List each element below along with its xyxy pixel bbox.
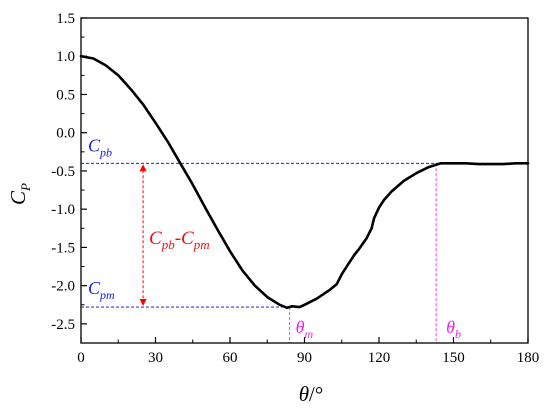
cp-curve (79, 54, 530, 310)
cpb-minus-cpm-label: Cpb-Cpm (149, 228, 210, 252)
arrowhead-down (139, 299, 147, 307)
x-tick-label: 60 (223, 350, 238, 366)
y-tick-label: -1.0 (51, 202, 75, 218)
y-ticks: 1.5 1.0 0.5 0.0 -0.5 -1.0 -1.5 -2.0 -2.5 (51, 11, 87, 344)
y-tick-label: -1.5 (51, 240, 75, 256)
x-tick-label: 180 (517, 350, 540, 366)
y-axis-title: CP (6, 183, 33, 205)
annotations: Cpb Cpm Cpb-Cpm θm θb (88, 135, 461, 341)
y-tick-label: 1.5 (56, 11, 75, 27)
arrowhead-up (139, 164, 147, 172)
y-tick-label: -2.0 (51, 279, 75, 295)
x-tick-label: 0 (77, 350, 85, 366)
x-tick-label: 120 (368, 350, 391, 366)
y-tick-label: 1.0 (56, 49, 75, 65)
ref-lines (81, 162, 528, 343)
theta-b-label: θb (446, 317, 461, 341)
plot-border (80, 17, 529, 344)
y-tick-label: -2.5 (51, 317, 75, 333)
y-tick-label: -0.5 (51, 164, 75, 180)
y-tick-label: 0.5 (56, 87, 75, 103)
cpm-label: Cpm (88, 278, 115, 302)
x-axis-title: θ/° (299, 382, 324, 406)
x-tick-label: 30 (148, 350, 163, 366)
y-tick-label: 0.0 (56, 126, 75, 142)
x-tick-label: 150 (442, 350, 465, 366)
plot-frame (80, 17, 529, 344)
x-tick-label: 90 (297, 350, 312, 366)
x-ticks: 0 30 60 90 120 150 180 (77, 337, 539, 366)
data-series (79, 54, 530, 310)
theta-m-label: θm (296, 317, 314, 341)
cpb-label: Cpb (88, 135, 112, 159)
